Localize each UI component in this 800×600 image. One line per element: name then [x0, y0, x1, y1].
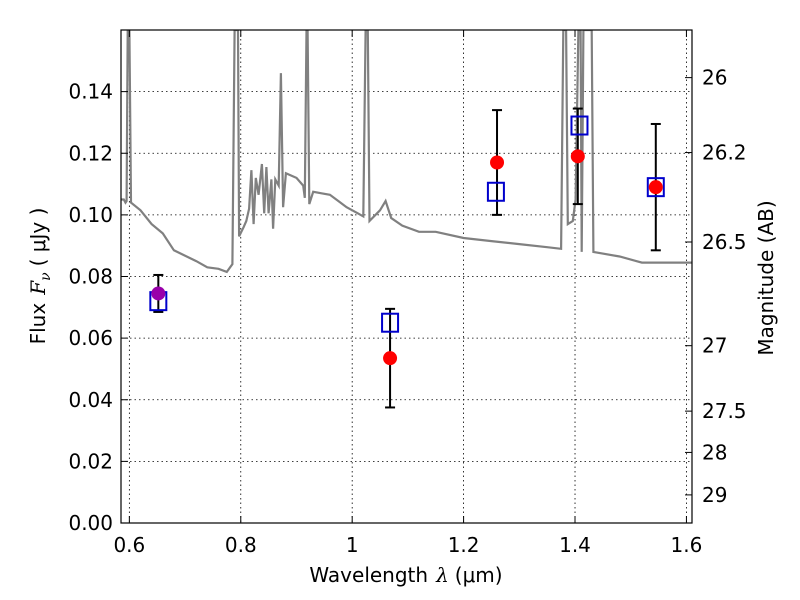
y-tick-label: 0.12: [68, 141, 113, 165]
y-tick-label: 0.00: [68, 511, 113, 535]
magnitude-tick-label: 28: [702, 440, 727, 464]
model-photometry-square: [646, 177, 665, 198]
x-tick-label: 1.6: [671, 533, 703, 557]
y-tick-label: 0.04: [68, 388, 113, 412]
observed-point: [570, 149, 585, 164]
y-tick-label: 0.06: [68, 326, 113, 350]
magnitude-tick-label: 27.5: [702, 399, 747, 423]
x-tick-label: 1.2: [448, 533, 480, 557]
y-tick-label: 0.02: [68, 449, 113, 473]
x-tick-label: 0.6: [113, 533, 145, 557]
observed-point: [490, 155, 505, 170]
y-axis-ticks: 0.00 0.02 0.04 0.06 0.08 0.10 0.12 0.14: [68, 80, 128, 535]
x-tick-label: 1.4: [559, 533, 591, 557]
y-tick-label: 0.14: [68, 80, 113, 104]
model-photometry-square: [381, 312, 400, 333]
x-axis-ticks: 0.6 0.8 1 1.2 1.4 1.6: [113, 30, 702, 557]
magnitude-tick-label: 29: [702, 483, 727, 507]
x-axis-label: Wavelength λ (μm): [309, 563, 502, 587]
observed-flux-points: [151, 149, 663, 366]
observed-point: [648, 180, 663, 195]
model-spectrum: [121, 30, 692, 274]
magnitude-axis-label: Magnitude (AB): [754, 200, 778, 355]
magnitude-tick-label: 26.2: [702, 141, 747, 165]
magnitude-tick-label: 27: [702, 334, 727, 358]
model-spectrum-line: [121, 30, 692, 274]
observed-point: [151, 286, 166, 301]
observed-point: [383, 351, 398, 366]
y-tick-label: 0.10: [68, 203, 113, 227]
x-tick-label: 1: [346, 533, 359, 557]
model-photometry-markers: [149, 115, 665, 333]
magnitude-tick-label: 26: [702, 66, 727, 90]
model-photometry-square: [486, 181, 505, 202]
y-axis-label: FluxFν( μJy ): [26, 208, 54, 345]
model-photometry-square: [570, 115, 589, 136]
magnitude-axis-ticks: 26 26.2 26.5 27 27.5 28 29: [685, 66, 747, 507]
grid: [121, 30, 692, 524]
y-tick-label: 0.08: [68, 265, 113, 289]
magnitude-tick-label: 26.5: [702, 230, 747, 254]
x-tick-label: 0.8: [225, 533, 257, 557]
